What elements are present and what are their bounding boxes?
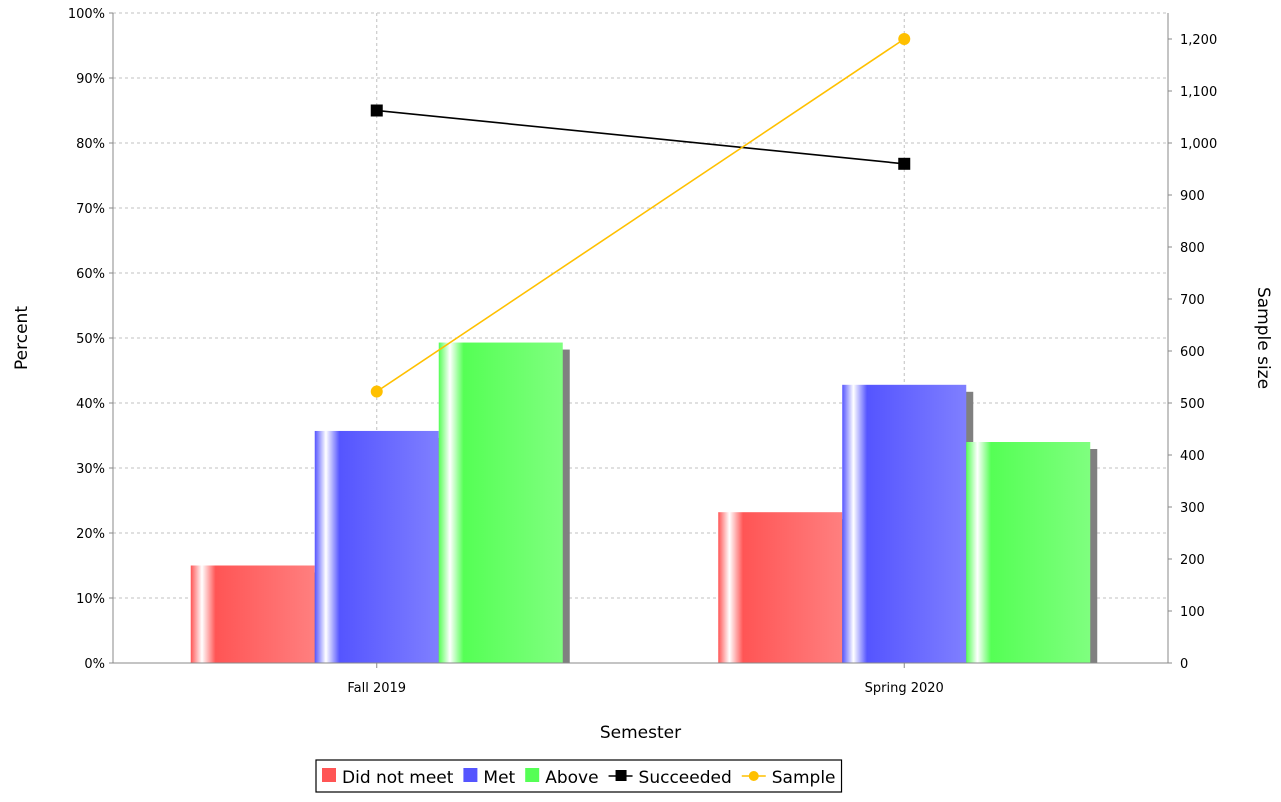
y-tick-label: 20% [76,527,105,542]
y2-tick-label: 1,100 [1180,85,1217,100]
bar [718,512,843,663]
y-tick-label: 60% [76,267,105,282]
bar [842,384,967,663]
y-tick-label: 80% [76,137,105,152]
y2-tick-label: 600 [1180,345,1205,360]
series-line [376,109,905,165]
legend-item: Sample [741,768,836,788]
legend-label: Succeeded [639,768,732,788]
bar [438,342,563,663]
y2-tick-label: 900 [1180,189,1205,204]
legend-swatch [322,768,336,782]
y-tick-label: 40% [76,397,105,412]
tick-labels: 0% 10% 20% 30% 40% 50% 60% 70% 80% 90% 100% 0 100 200… [68,7,1217,696]
y2-tick-label: 700 [1180,293,1205,308]
y2-tick-label: 300 [1180,501,1205,516]
y-tick-label: 50% [76,332,105,347]
y-tick-label: 90% [76,72,105,87]
y2-tick-label: 1,000 [1180,137,1217,152]
line-point [898,157,911,170]
y-tick-label: 0% [84,657,105,672]
y-tick-label: 70% [76,202,105,217]
legend-label: Sample [772,768,836,788]
bar [190,565,315,663]
legend-label: Met [483,768,515,788]
y2-tick-label: 100 [1180,605,1205,620]
line-point [898,33,911,45]
legend-label: Above [545,768,598,788]
y2-tick-label: 800 [1180,241,1205,256]
legend: Did not meet Met Above Succeeded Sample [315,759,843,793]
y-axis-title: Percent [12,306,32,370]
legend-marker [615,770,627,781]
x-tick-label: Spring 2020 [865,681,944,696]
y2-tick-label: 500 [1180,397,1205,412]
y2-tick-label: 0 [1180,657,1188,672]
bars [190,342,1091,663]
series-line [376,38,905,393]
line-point [370,104,383,117]
y-tick-label: 30% [76,462,105,477]
bar [314,430,439,663]
y2-tick-label: 200 [1180,553,1205,568]
line-point [370,385,383,398]
x-axis-title: Semester [600,723,681,743]
legend-swatch [463,768,478,782]
legend-item: Met [463,768,516,788]
legend-marker [748,771,759,781]
y2-axis-title: Sample size [1253,287,1273,389]
bar [966,442,1091,663]
axes [109,12,1172,668]
y-tick-label: 10% [76,592,105,607]
lines [370,33,911,398]
legend-swatch [525,768,540,782]
legend-item: Above [525,768,599,788]
legend-item: Did not meet [322,768,454,788]
x-tick-label: Fall 2019 [347,681,406,696]
y2-tick-label: 400 [1180,449,1205,464]
y-tick-label: 100% [68,7,105,22]
y2-tick-label: 1,200 [1180,33,1217,48]
legend-label: Did not meet [342,768,454,788]
legend-item: Succeeded [608,768,732,788]
